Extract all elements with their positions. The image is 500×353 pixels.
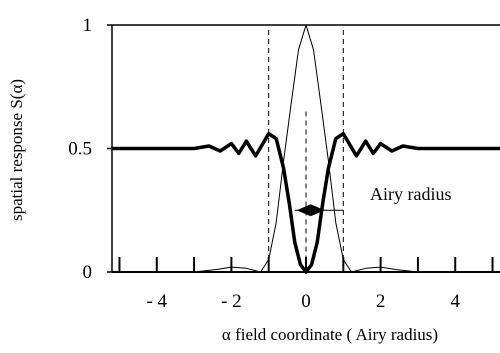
- annotation-arrowhead-right: [310, 204, 325, 217]
- series-line-1: [112, 24, 500, 273]
- x-tick-label: 4: [450, 291, 460, 312]
- x-tick-label: - 2: [221, 291, 242, 312]
- x-axis-title: α field coordinate ( Airy radius): [222, 325, 438, 344]
- annotation-arrowhead-left: [296, 204, 311, 217]
- annotation-layer: Airy radius: [294, 184, 451, 217]
- x-tick-label: - 4: [146, 291, 167, 312]
- reference-lines: [268, 29, 344, 272]
- x-tick-label: 0: [301, 291, 311, 312]
- x-ticks: - 4 - 2 0 2 4: [118, 257, 494, 312]
- series-line-2: [112, 131, 500, 274]
- y-axis-title: spatial response S(α): [7, 79, 26, 221]
- series-layer: [112, 24, 500, 274]
- y-tick-label: 0.5: [68, 139, 92, 160]
- y-tick-label: 1: [83, 15, 93, 36]
- y-tick-label: 0: [83, 262, 93, 283]
- y-ticks: 00.51: [68, 15, 112, 283]
- annotation-label: Airy radius: [370, 184, 451, 204]
- x-tick-label: 2: [376, 291, 386, 312]
